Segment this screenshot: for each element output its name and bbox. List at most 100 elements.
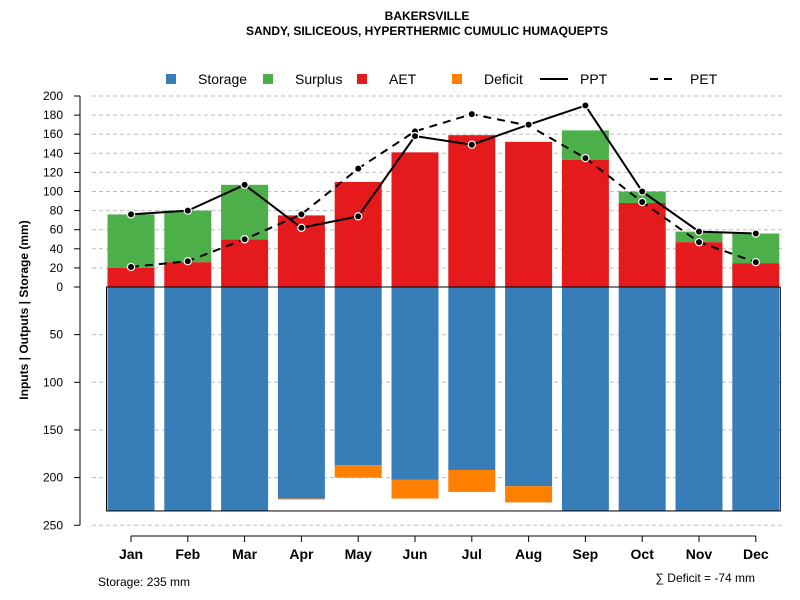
legend-deficit-swatch [452, 74, 462, 84]
ppt-point-may [354, 212, 363, 221]
storage-bar-oct [618, 287, 666, 511]
legend-storage-swatch [166, 74, 176, 84]
y-tick-label: 250 [43, 518, 63, 532]
ppt-point-feb [183, 206, 192, 215]
legend-storage-label: Storage [198, 71, 247, 87]
x-tick-label: Nov [686, 546, 713, 562]
storage-bar-dec [732, 287, 780, 511]
y-tick-label: 200 [43, 89, 63, 103]
ppt-point-apr [297, 223, 306, 232]
pet-point-nov [694, 237, 704, 247]
deficit-bar-apr [277, 498, 325, 500]
surplus-bar-feb [164, 210, 212, 263]
aet-bar-jan [107, 267, 155, 287]
aet-bar-sep [561, 159, 609, 287]
ppt-point-dec [751, 229, 761, 238]
y-tick-label: 180 [43, 108, 63, 122]
aet-bar-jun [391, 152, 439, 287]
lines [126, 101, 761, 272]
surplus-bar-oct [618, 191, 666, 203]
pet-line [130, 113, 757, 268]
legend-pet-label: PET [690, 71, 718, 87]
storage-bar-jun [391, 287, 439, 480]
storage-bar-jul [448, 287, 496, 470]
storage-capacity-box [106, 286, 781, 512]
y-tick-label: 50 [50, 328, 64, 342]
aet-bar-may [334, 181, 382, 287]
storage-bar-may [334, 287, 382, 466]
axes: 0 20 40 60 80 100 120 140 160 180 200 50 100 150 200 25… [43, 89, 769, 562]
pet-point-may [354, 164, 363, 173]
y-tick-label: 160 [43, 127, 63, 141]
x-tick-label: May [345, 546, 372, 562]
y-tick-label: 20 [50, 261, 64, 275]
ppt-point-mar [240, 180, 249, 190]
y-tick-label: 200 [43, 471, 63, 485]
aet-bar-jul [448, 135, 496, 287]
x-tick-label: Aug [515, 546, 542, 562]
ppt-point-sep [581, 101, 590, 110]
aet-bar-aug [505, 141, 553, 287]
pet-point-apr [297, 210, 306, 219]
storage-bar-feb [164, 287, 212, 511]
y-tick-label: 140 [43, 146, 63, 160]
pet-point-dec [751, 257, 761, 267]
ppt-point-jan [126, 210, 136, 219]
chart-subtitle: SANDY, SILICEOUS, HYPERTHERMIC CUMULIC H… [246, 24, 608, 38]
storage-footer: Storage: 235 mm [98, 575, 190, 589]
aet-bar-nov [675, 242, 723, 287]
deficit-bar-jul [448, 469, 496, 492]
aet-bar-dec [732, 263, 780, 287]
storage-bar-jan [107, 287, 155, 511]
y-tick-label: 40 [50, 242, 64, 256]
y-tick-label: 150 [43, 423, 63, 437]
pet-point-jan [126, 262, 136, 272]
pet-point-sep [581, 153, 590, 163]
legend-deficit-label: Deficit [484, 71, 523, 87]
ppt-point-oct [638, 187, 647, 196]
legend-ppt-label: PPT [580, 71, 608, 87]
x-tick-label: Jul [462, 546, 482, 562]
legend: Storage Surplus AET Deficit PPT PET [166, 71, 718, 87]
surplus-bar-mar [221, 184, 269, 240]
y-tick-label: 0 [56, 280, 63, 294]
legend-surplus-label: Surplus [295, 71, 342, 87]
deficit-bar-jun [391, 479, 439, 499]
x-tick-label: Jun [403, 546, 428, 562]
y-tick-label: 120 [43, 165, 63, 179]
x-tick-label: Oct [631, 546, 655, 562]
deficit-bar-aug [505, 486, 553, 503]
x-tick-label: Apr [289, 546, 314, 562]
ppt-point-jul [467, 140, 476, 149]
deficit-footer: ∑ Deficit = -74 mm [655, 571, 755, 585]
storage-bar-mar [221, 287, 269, 511]
y-axis-label: Inputs | Outputs | Storage (mm) [17, 220, 31, 399]
legend-aet-label: AET [389, 71, 417, 87]
ppt-point-jun [410, 131, 420, 141]
aet-bar-oct [618, 202, 666, 287]
x-tick-label: Mar [232, 546, 257, 562]
ppt-point-nov [694, 227, 704, 236]
y-tick-label: 100 [43, 375, 63, 389]
aet-bar-feb [164, 262, 212, 287]
y-tick-label: 80 [50, 204, 64, 218]
pet-point-feb [183, 257, 192, 266]
pet-point-jul [467, 109, 476, 119]
storage-bar-nov [675, 287, 723, 511]
legend-aet-swatch [357, 74, 367, 84]
surplus-bar-nov [675, 231, 723, 243]
x-tick-label: Feb [175, 546, 200, 562]
legend-surplus-swatch [263, 74, 273, 84]
deficit-bar-may [334, 465, 382, 478]
y-tick-label: 60 [50, 223, 64, 237]
bars [106, 130, 781, 512]
x-tick-label: Dec [743, 546, 769, 562]
surplus-bar-jan [107, 214, 155, 268]
pet-point-mar [240, 235, 249, 244]
y-tick-label: 100 [43, 185, 63, 199]
storage-bar-apr [277, 287, 325, 499]
x-tick-label: Jan [119, 546, 143, 562]
storage-bar-aug [505, 287, 553, 487]
pet-point-oct [638, 197, 647, 207]
